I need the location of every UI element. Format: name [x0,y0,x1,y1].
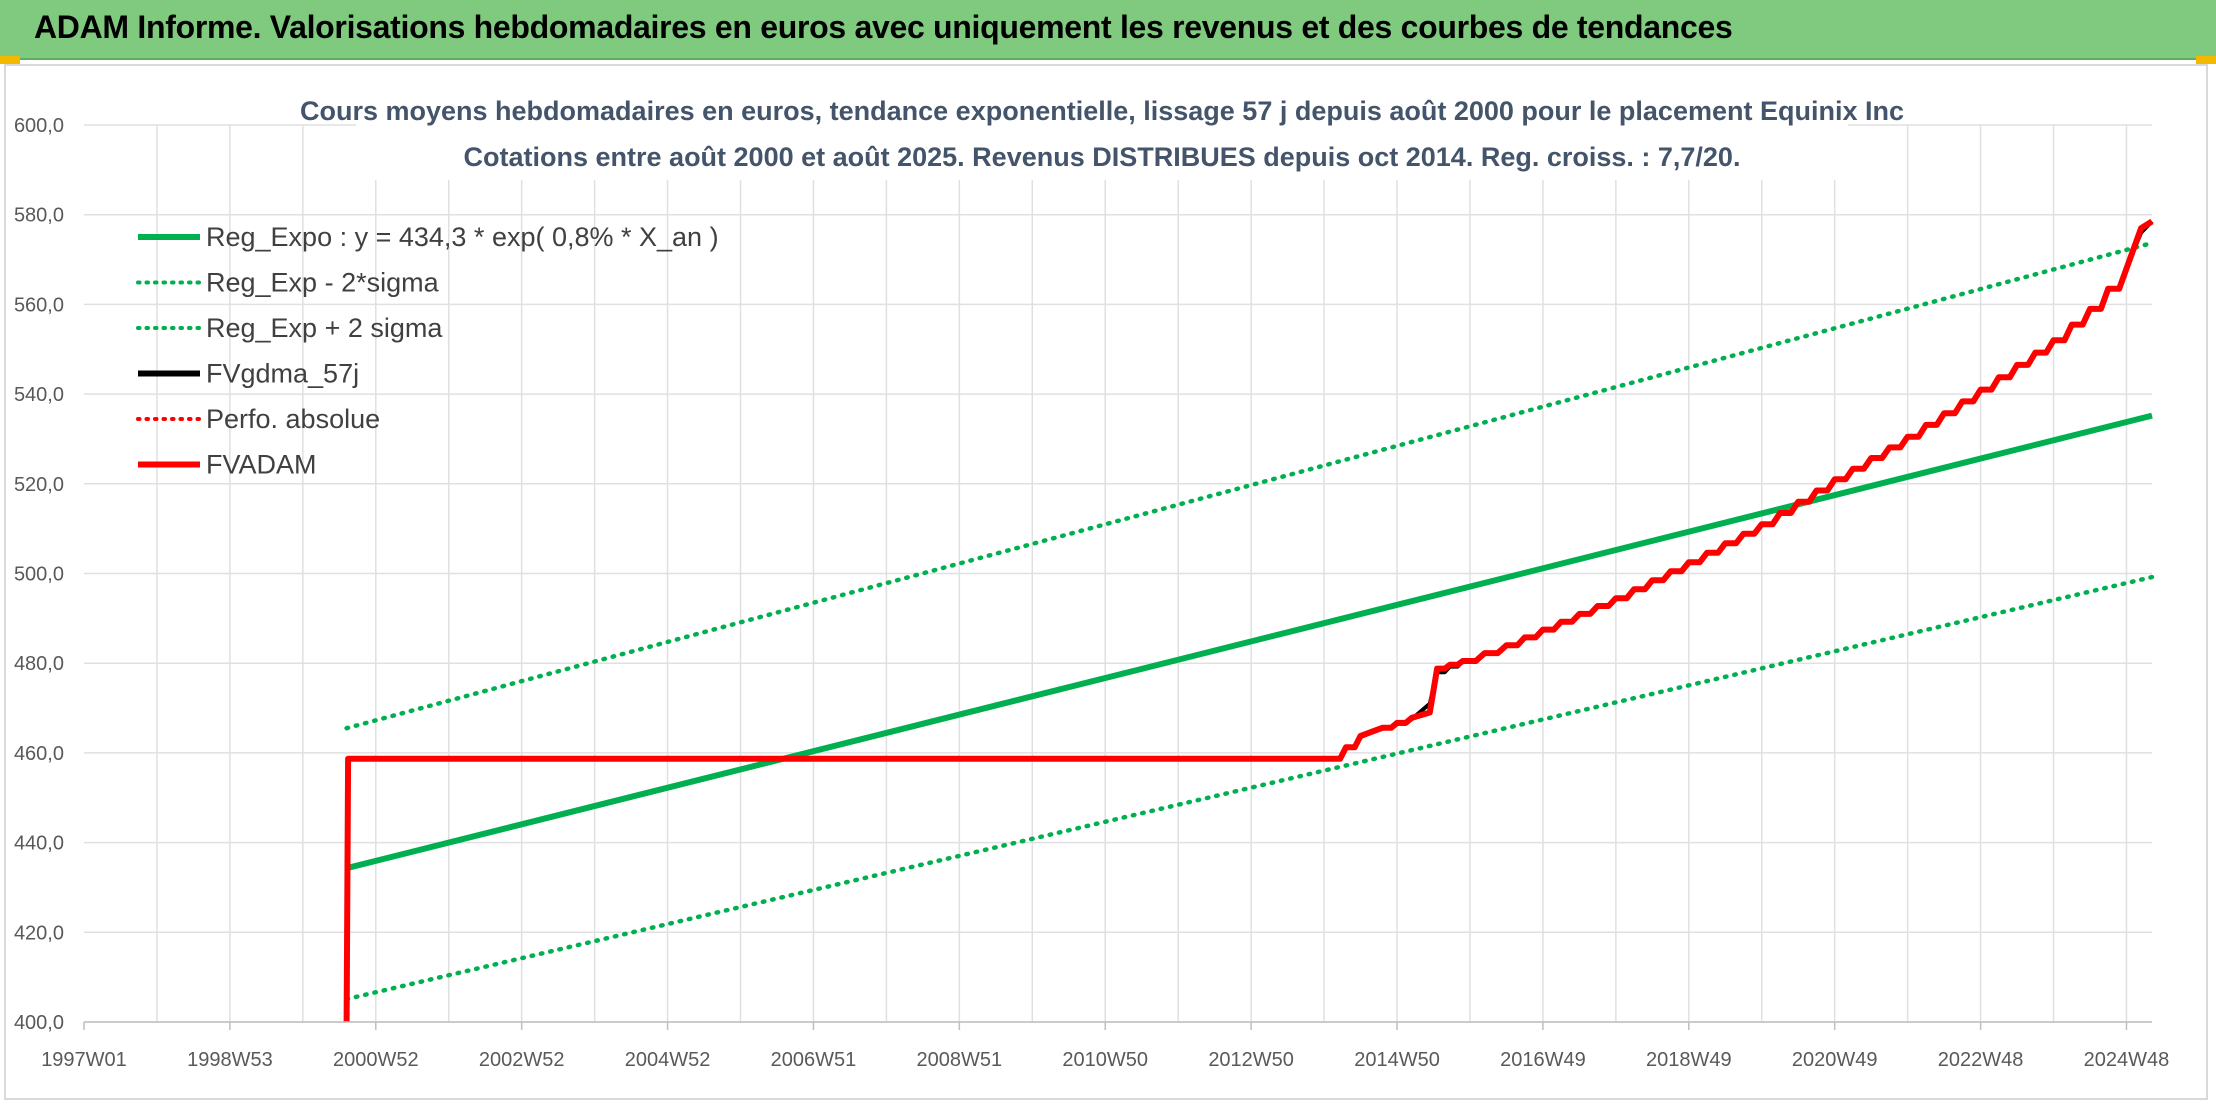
legend-label-reg-exp-plus-2sigma: Reg_Exp + 2 sigma [206,313,443,343]
series-reg-exp-plus-2sigma [344,240,2155,731]
y-tick-label: 600,0 [14,115,64,137]
x-tick-label: 2012W50 [1208,1049,1294,1071]
grid [84,124,2152,1023]
chart-title-line-2: Cotations entre août 2000 et août 2025. … [464,142,1741,172]
y-tick-label: 420,0 [14,922,64,944]
y-tick-label: 560,0 [14,294,64,316]
y-tick-label: 580,0 [14,205,64,227]
y-tick-label: 400,0 [14,1012,64,1034]
report-banner: ADAM Informe. Valorisations hebdomadaire… [0,0,2216,60]
chart-title-background [356,84,1848,180]
y-tick-label: 460,0 [14,743,64,765]
legend-label-perfo-absolue: Perfo. absolue [206,404,380,434]
x-tick-label: 2020W49 [1792,1049,1878,1071]
corner-marker-right [2196,56,2216,64]
legend-label-reg-expo: Reg_Expo : y = 434,3 * exp( 0,8% * X_an … [206,222,719,252]
x-tick-label: 2000W52 [333,1049,419,1071]
x-tick-label: 2004W52 [625,1049,711,1071]
x-tick-label: 2014W50 [1354,1049,1440,1071]
report-title: ADAM Informe. Valorisations hebdomadaire… [34,9,1733,45]
x-tick-label: 1998W53 [187,1049,273,1071]
legend-label-fvadam: FVADAM [206,450,317,480]
x-tick-label: 2024W48 [2084,1049,2170,1071]
x-tick-label: 2022W48 [1938,1049,2024,1071]
corner-marker-left [0,56,20,64]
chart-frame [4,64,2208,1100]
x-tick-label: 2008W51 [917,1049,1003,1071]
legend-label-reg-exp-minus-2sigma: Reg_Exp - 2*sigma [206,268,440,298]
x-tick-label: 2016W49 [1500,1049,1586,1071]
series-fvgdma-57j [344,220,2154,1023]
legend-label-fvgdma-57j: FVgdma_57j [206,359,359,389]
x-tick-label: 1997W01 [41,1049,127,1071]
x-tick-label: 2006W51 [771,1049,857,1071]
axes: 400,0 420,0 440,0 460,0 480,0 500,0 520,0 540,0… [14,115,2169,1071]
series-reg-expo [345,412,2153,872]
x-tick-label: 2002W52 [479,1049,565,1071]
series-fvadam [343,218,2154,1023]
y-tick-label: 480,0 [14,653,64,675]
y-tick-label: 540,0 [14,384,64,406]
y-tick-label: 500,0 [14,564,64,586]
x-tick-label: 2010W50 [1062,1049,1148,1071]
y-tick-label: 520,0 [14,474,64,496]
series-lines [343,218,2155,1023]
y-tick-label: 440,0 [14,833,64,855]
x-tick-label: 2018W49 [1646,1049,1732,1071]
legend: Reg_Expo : y = 434,3 * exp( 0,8% * X_an … [136,222,719,480]
chart-title-line-1: Cours moyens hebdomadaires en euros, ten… [300,96,1904,126]
